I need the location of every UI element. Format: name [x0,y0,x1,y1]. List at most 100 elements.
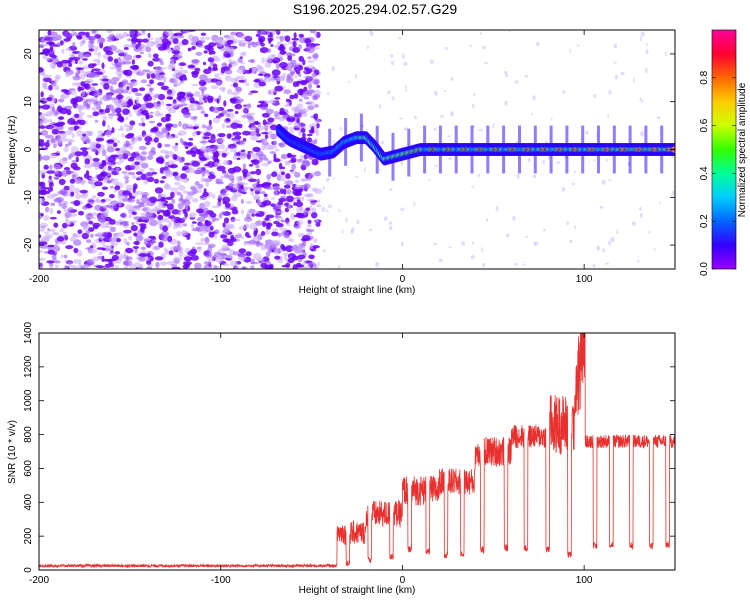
noise-speck [105,130,112,138]
noise-speck [284,207,290,213]
noise-speck [139,87,146,92]
noise-speck [309,235,314,240]
noise-speck [79,112,85,116]
noise-speck [111,77,120,82]
noise-speck [122,190,131,196]
noise-speck [227,88,233,95]
noise-speck [206,125,213,130]
noise-speck [173,45,181,52]
noise-speck [180,69,189,74]
noise-speck [163,232,168,235]
noise-speck [292,40,297,48]
noise-speck [120,89,129,94]
noise-speck [249,67,252,74]
noise-speck [92,194,97,199]
noise-speck [307,83,313,90]
noise-speck [75,34,82,39]
noise-speck [139,71,146,75]
noise-speck [199,213,208,217]
noise-speck [198,94,205,99]
noise-speck [199,223,205,227]
colorbar-frame [711,29,737,270]
faint-speck [656,116,661,119]
faint-speck [523,263,526,266]
noise-speck [146,40,155,47]
noise-speck [113,142,118,148]
noise-speck [205,147,211,151]
noise-speck [279,188,284,195]
noise-speck [43,215,50,221]
noise-speck [184,203,189,210]
faint-speck [588,160,591,163]
noise-speck [191,70,200,75]
noise-speck [66,170,75,174]
noise-speck [87,198,95,205]
noise-speck [210,78,219,83]
noise-speck [98,134,103,139]
faint-speck [326,177,330,182]
noise-speck [215,181,225,185]
noise-speck [67,141,72,146]
noise-speck [257,125,266,131]
noise-speck [76,67,84,70]
noise-speck [52,176,60,180]
faint-speck [602,247,605,253]
noise-speck [290,53,296,57]
noise-speck [120,61,127,65]
noise-speck [194,186,203,190]
noise-speck [284,184,291,189]
noise-speck [268,38,273,41]
noise-speck [102,166,109,170]
noise-speck [135,43,139,50]
noise-speck [95,137,105,142]
noise-speck [177,240,181,247]
noise-speck [203,207,209,214]
faint-speck [322,249,326,253]
faint-speck [503,71,508,74]
noise-speck [228,174,235,181]
noise-speck [178,95,183,99]
noise-speck [72,59,76,65]
noise-speck [177,209,182,216]
noise-speck [154,256,164,261]
x-tick-label: -100 [211,274,231,285]
noise-speck [236,157,241,161]
noise-speck [301,235,311,241]
noise-speck [146,212,153,217]
noise-speck [48,75,52,78]
noise-speck [87,72,96,79]
noise-speck [225,254,234,259]
noise-speck [85,170,90,176]
faint-speck [434,164,438,167]
noise-speck [112,89,119,94]
y-tick-label: 1000 [23,389,34,412]
noise-speck [70,146,79,154]
noise-speck [110,49,115,52]
noise-speck [199,74,208,81]
noise-speck [65,47,72,52]
noise-speck [90,87,96,91]
noise-speck [133,232,138,237]
noise-speck [296,158,303,163]
noise-speck [172,37,179,45]
noise-speck [182,217,187,221]
noise-speck [268,99,277,104]
noise-speck [313,43,321,46]
noise-speck [78,114,83,119]
noise-speck [70,220,78,224]
noise-speck [214,161,219,167]
noise-speck [283,180,289,185]
noise-speck [211,193,216,199]
noise-speck [210,85,219,90]
faint-speck [403,127,408,131]
noise-speck [171,73,176,78]
noise-speck [54,122,64,127]
noise-speck [192,145,198,152]
noise-speck [74,58,78,65]
faint-speck [482,263,486,268]
x-tick-label: -200 [29,274,49,285]
noise-speck [255,168,262,176]
noise-speck [231,209,239,215]
noise-speck [259,47,269,54]
noise-speck [273,58,277,61]
